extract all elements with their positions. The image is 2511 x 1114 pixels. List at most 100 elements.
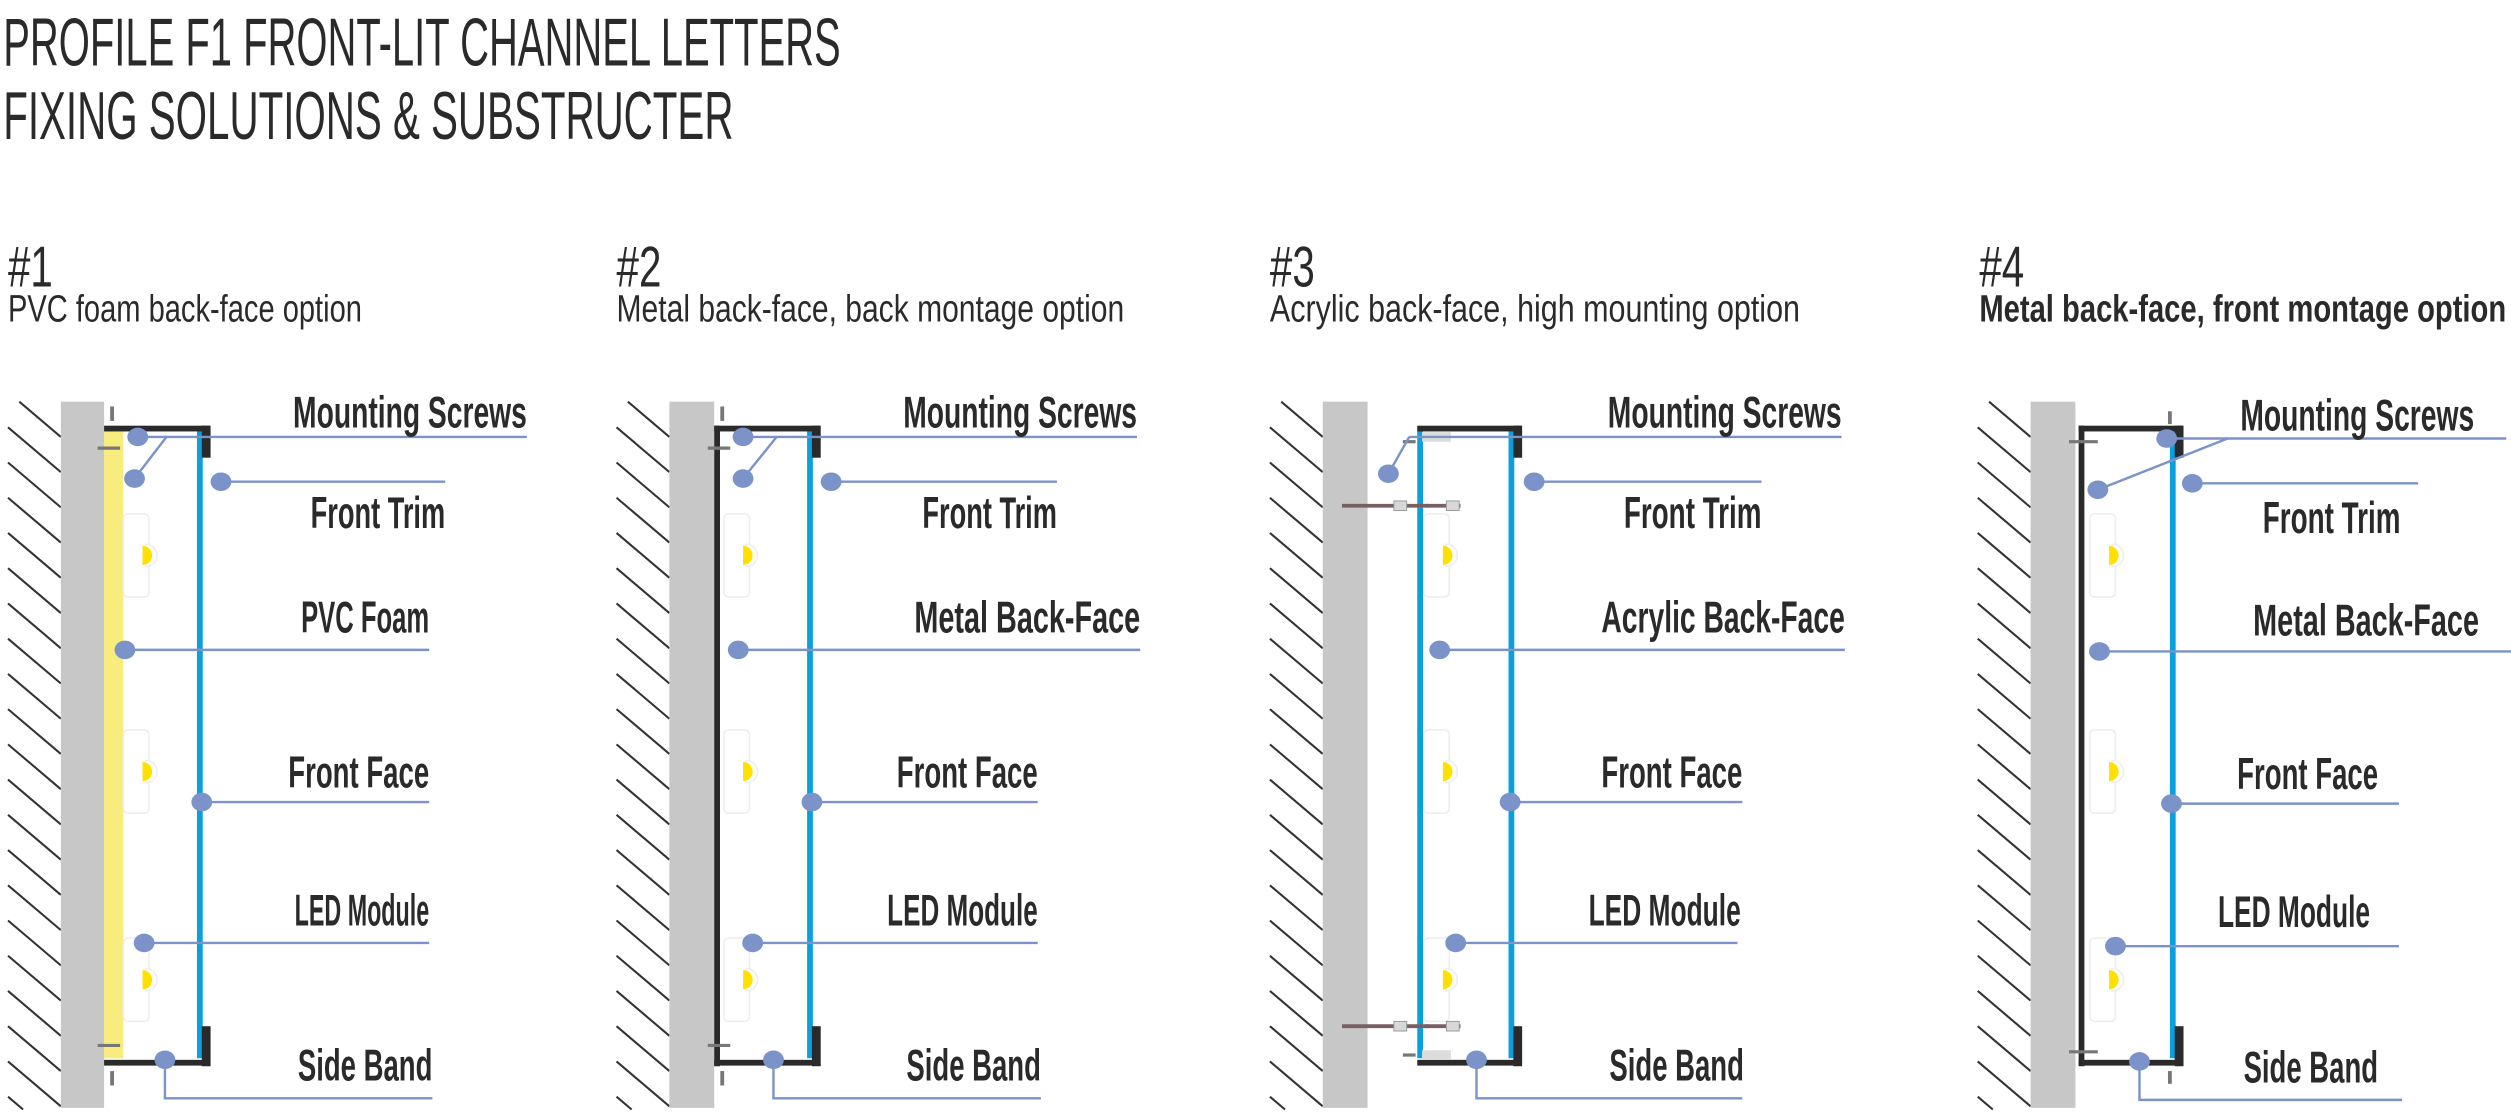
hatch-line [1977,461,2032,509]
hatch-line [1269,461,1324,509]
label-side-band: Side Band [2244,1041,2379,1092]
screw-anchor-icon [1445,500,1460,512]
hatch-line [615,461,671,509]
callout-dot [1445,933,1467,953]
callout-dot [1378,464,1399,484]
hatch-line [615,708,671,755]
hatch-line [7,637,62,685]
led-module [122,729,158,815]
callout-front-face: Front Face [191,747,429,812]
hatch-line [615,743,671,790]
callout-dot [742,933,764,953]
hatch-line [1977,954,2032,1002]
hatch-line [7,778,62,826]
led-module [2089,937,2125,1023]
side-band-top [1417,425,1522,432]
hatch-line [1977,849,2032,896]
label-back-face: PVC Foam [301,591,429,642]
callout-front-trim: Front Trim [820,472,1057,538]
callout-line [163,1059,433,1100]
callout-front-face: Front Face [2161,748,2399,813]
hatch-line [1269,567,1324,614]
callout-dot [127,427,149,447]
hatch-line [7,849,62,896]
label-mounting-screws: Mounting Screws [2240,389,2474,440]
hatch-line [1269,990,1324,1037]
option-subtitle: Metal back-face, back montage option [617,288,1125,331]
label-back-face: Metal Back-Face [914,591,1140,642]
label-back-face: Metal Back-Face [2253,594,2479,645]
hatch-line [1269,849,1324,896]
hatch-line [615,884,671,931]
hatch-line [1977,673,2032,720]
hatch-line [615,814,671,861]
callout-front-face: Front Face [801,747,1038,812]
hatch-line [7,602,62,650]
screw-anchor-icon [1393,1020,1408,1032]
wall [2030,401,2076,1108]
hatch-line [1269,954,1324,1002]
hatch-line [615,426,671,473]
callout-dot [2161,794,2182,813]
hatch-line [1988,400,2032,438]
hatch-line [615,849,671,896]
callout-mounting-screws: Mounting Screws [1378,386,1842,484]
callout-dot [820,472,842,492]
hatch-line [1269,1095,1286,1111]
label-mounting-screws: Mounting Screws [293,386,527,437]
callout-led-module: LED Module [2105,886,2399,956]
hatch-line [1269,532,1324,579]
hatch-line [7,954,62,1002]
callout-front-trim: Front Trim [1523,472,1762,538]
callout-dot [2181,474,2203,493]
metal-back-face [714,425,720,1067]
label-side-band: Side Band [1609,1040,1744,1091]
callout-dot [732,427,754,447]
hatch-line [615,919,671,967]
hatch-line [7,673,62,720]
led-icon [2109,545,2119,566]
hatch-line [1269,708,1324,755]
wall [60,401,105,1108]
front-trim-top [2174,425,2184,458]
wall [669,401,715,1108]
hatch-line [7,884,62,931]
hatch-line [7,567,62,614]
led-module [1422,512,1458,598]
label-front-trim: Front Trim [2263,492,2401,543]
callout-front-face: Front Face [1499,747,1742,812]
front-trim-top [201,425,211,458]
hatch-line [615,567,671,614]
led-module [723,937,759,1023]
side-band-top [2078,425,2183,432]
callout-dot [2156,429,2178,448]
callout-front-trim: Front Trim [2181,474,2419,543]
label-front-face: Front Face [897,747,1038,798]
callout-dot [1499,792,1521,812]
led-module [122,512,158,598]
callout-side-band: Side Band [2129,1041,2403,1102]
hatch-line [7,990,62,1037]
callout-back-face: PVC Foam [114,591,429,660]
label-led-module: LED Module [295,884,430,935]
label-mounting-screws: Mounting Screws [1608,386,1842,437]
callout-dot [191,792,213,812]
hatch-line [1977,496,2032,544]
hatch-line [615,532,671,579]
callout-dot [2129,1052,2150,1071]
callout-dot [2087,480,2109,500]
callout-back-face: Metal Back-Face [2089,594,2511,661]
hatch-line [615,637,671,685]
callout-dot [1523,472,1545,492]
hatch-line [7,708,62,755]
callout-dot [154,1050,176,1070]
callout-led-module: LED Module [1445,884,1741,953]
hatch-line [1977,602,2032,650]
side-band-top [104,425,210,432]
title-line-1: PROFILE F1 FRONT-LIT CHANNEL LETTERS [3,5,841,80]
hatch-line [1280,400,1324,438]
hatch-line [615,1095,633,1111]
hatch-line [7,1025,62,1072]
